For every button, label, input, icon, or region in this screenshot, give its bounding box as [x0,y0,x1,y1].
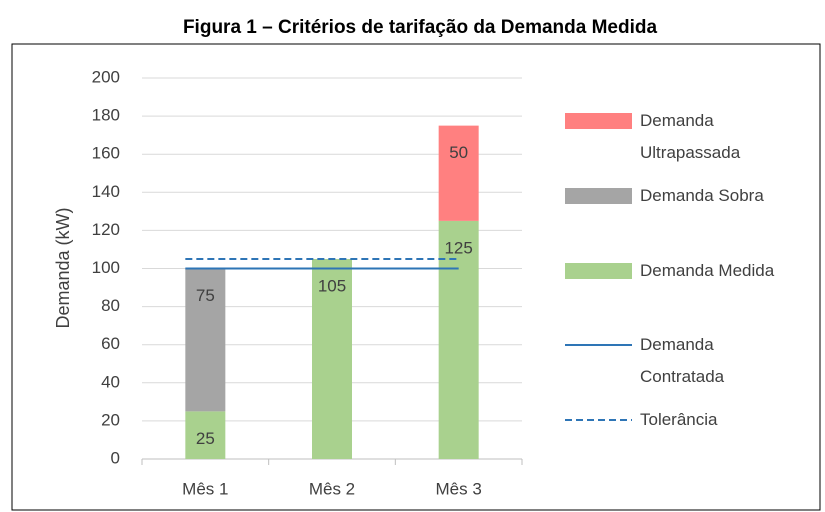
y-tick-label: 20 [101,410,120,429]
y-tick-label: 0 [111,448,120,467]
y-tick-label: 60 [101,334,120,353]
legend-swatch [565,263,632,279]
legend-label: Demanda Medida [640,261,775,280]
legend-label: Tolerância [640,410,718,429]
x-tick-label: Mês 1 [182,479,228,498]
y-tick-label: 140 [92,182,120,201]
legend-label: Demanda Ultrapassada [640,111,741,162]
bar-segment [438,125,479,221]
data-label: 125 [444,238,472,257]
data-label: 105 [318,276,346,295]
legend-swatch [565,188,632,204]
x-tick-label: Mês 3 [436,479,482,498]
y-tick-label: 120 [92,220,120,239]
bar-segment [438,220,479,459]
y-tick-label: 100 [92,258,120,277]
chart-title: Figura 1 – Critérios de tarifação da Dem… [183,17,658,38]
y-tick-label: 40 [101,372,120,391]
chart-border [11,43,821,511]
y-tick-label: 180 [92,106,120,125]
x-tick-label: Mês 2 [309,479,355,498]
data-label: 75 [196,286,215,305]
legend-swatch [565,113,632,129]
bar-segment [185,268,226,412]
data-label: 50 [449,143,468,162]
y-tick-label: 80 [101,296,120,315]
bar-segment [312,258,352,459]
y-tick-label: 200 [92,67,120,86]
y-tick-label: 160 [92,144,120,163]
data-label: 25 [196,429,215,448]
legend-label: Demanda Sobra [640,186,764,205]
legend-label: Demanda Contratada [640,335,725,386]
bar-segment [185,411,226,459]
y-axis-label: Demanda (kW) [53,207,73,328]
